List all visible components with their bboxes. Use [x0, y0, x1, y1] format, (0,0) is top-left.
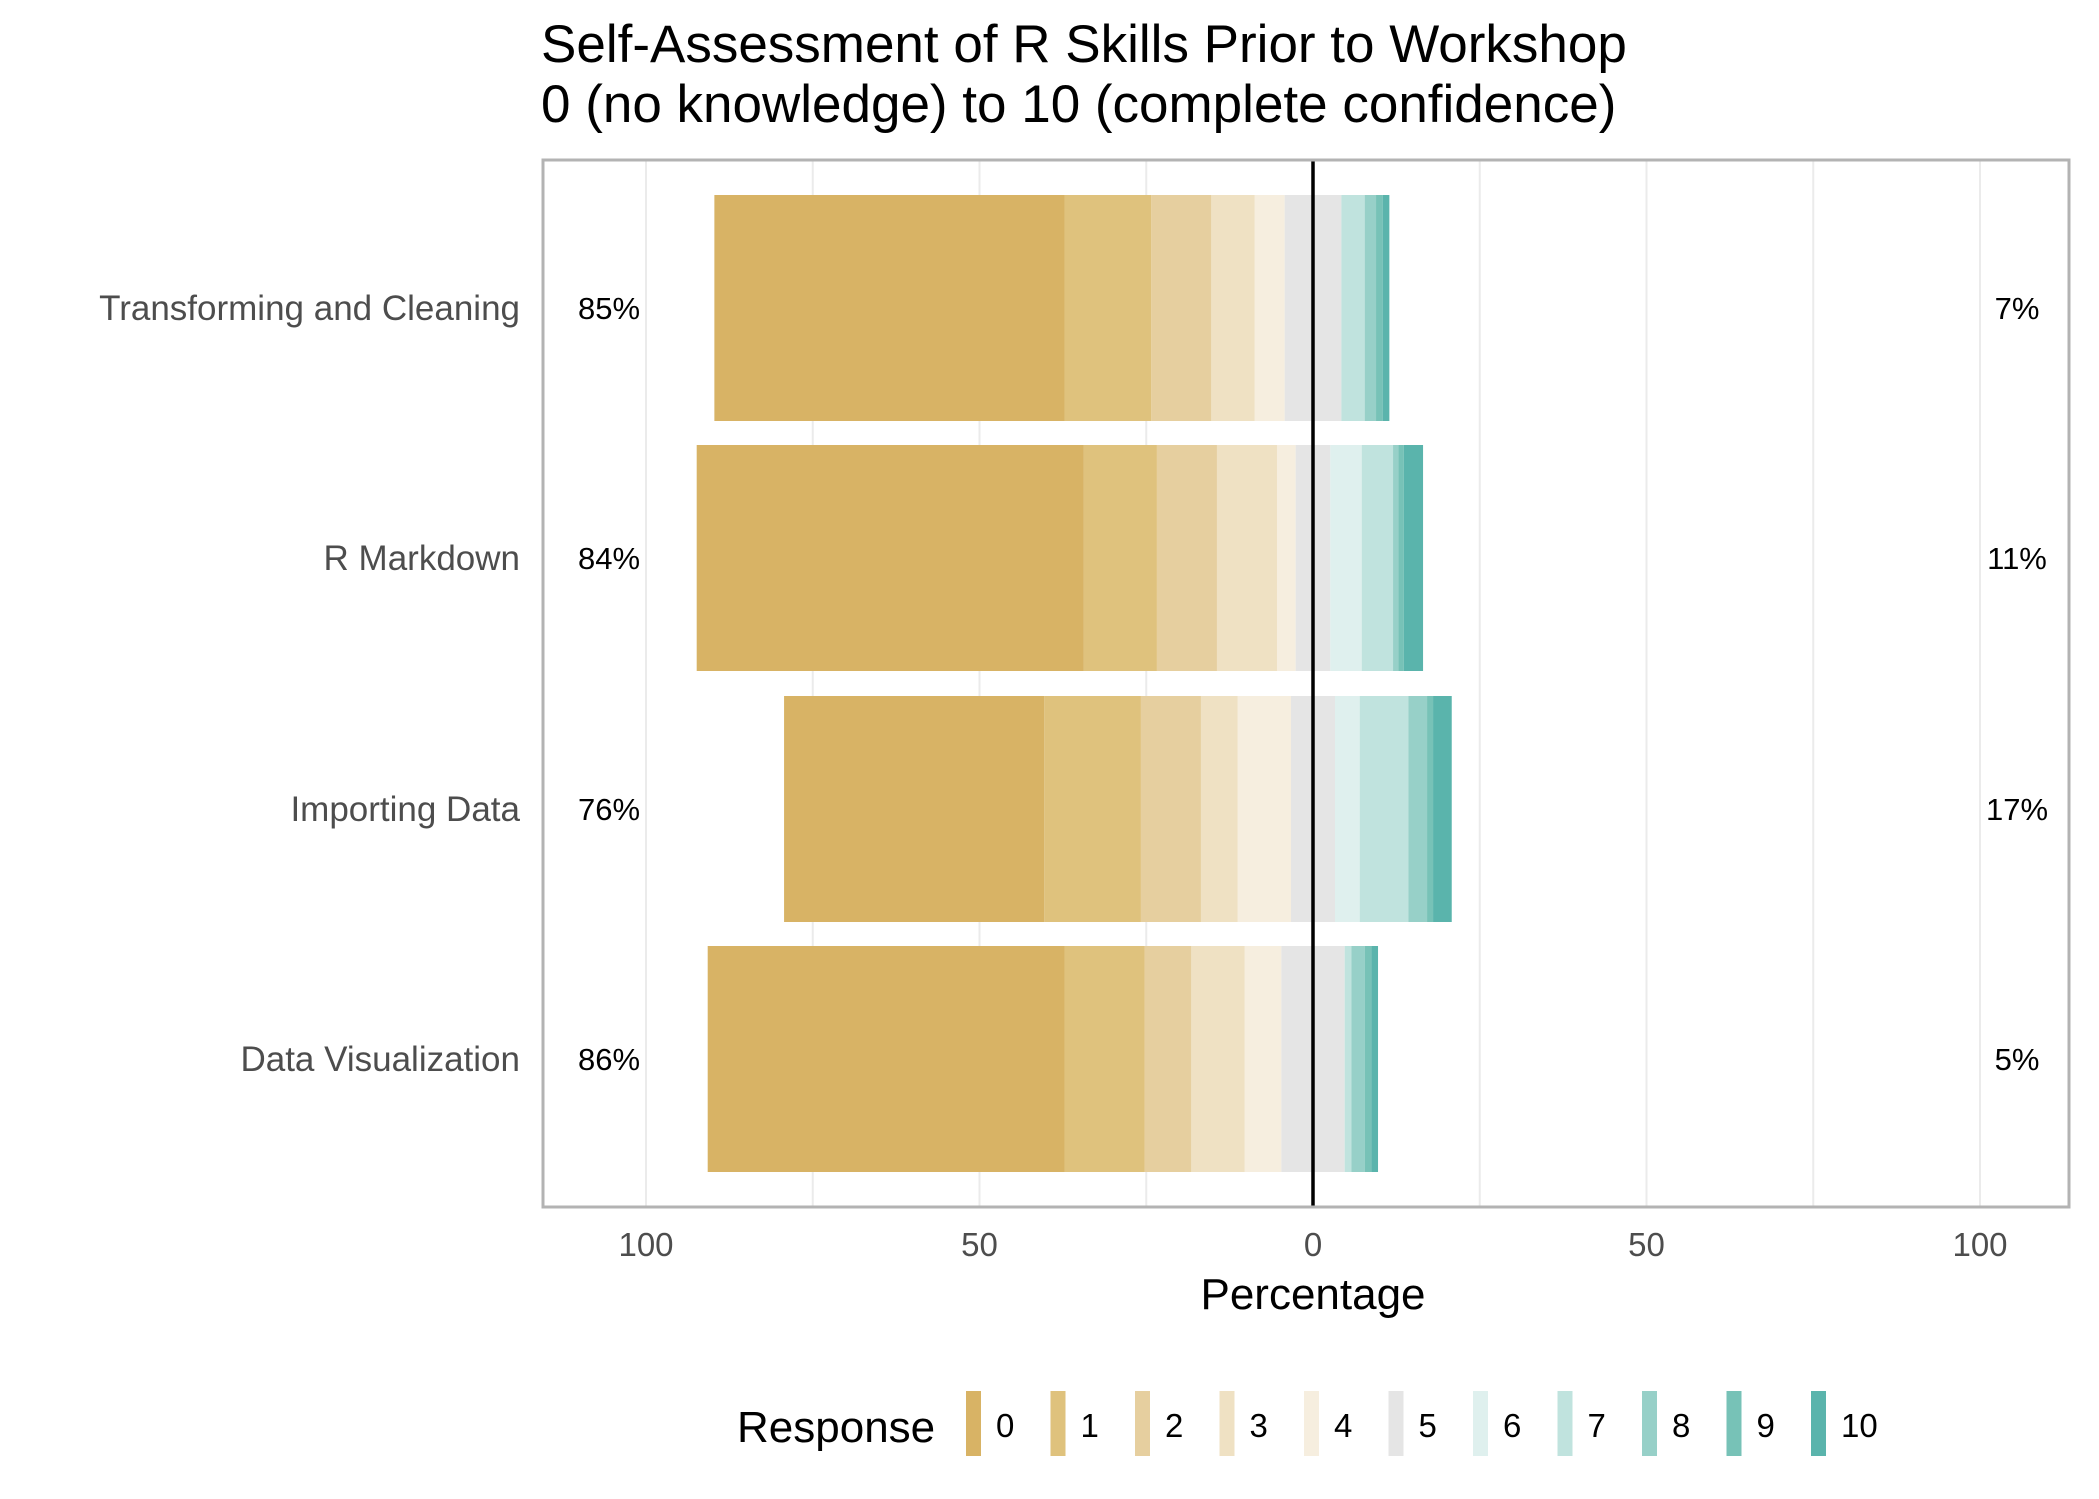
bar-segment — [714, 195, 1065, 421]
chart-subtitle: 0 (no knowledge) to 10 (complete confide… — [541, 75, 1616, 134]
legend-key — [1388, 1391, 1404, 1456]
legend-key — [1642, 1391, 1657, 1456]
percent-label-right: 17% — [1986, 792, 2048, 827]
legend-key — [1726, 1391, 1742, 1456]
bar-segment — [1359, 696, 1409, 922]
bar-segment — [1140, 696, 1201, 922]
bar-segment — [1156, 445, 1217, 671]
percent-labels: 85% 84% 76% 86% 7% 11% 17% 5% — [578, 291, 2048, 1077]
bar-segment — [1351, 946, 1365, 1172]
legend-label: 3 — [1250, 1407, 1268, 1444]
category-label: Data Visualization — [240, 1040, 520, 1079]
percent-label-right: 7% — [1995, 291, 2040, 326]
percent-label-left: 85% — [578, 291, 640, 326]
bar-segment — [696, 445, 1084, 671]
bar-segment — [1408, 696, 1428, 922]
bar-segment — [1191, 946, 1245, 1172]
bar-segment — [1364, 195, 1377, 421]
bar-segment — [1244, 946, 1282, 1172]
bar-segment — [1216, 445, 1277, 671]
bar-segment — [1044, 696, 1141, 922]
bar-segment — [1144, 946, 1192, 1172]
percent-label-right: 5% — [1995, 1042, 2040, 1077]
plot-area — [541, 158, 2071, 1209]
bar-segment — [1083, 445, 1157, 671]
percent-label-left: 76% — [578, 792, 640, 827]
bar-segment — [1211, 195, 1255, 421]
percent-label-left: 86% — [578, 1042, 640, 1077]
bar-segment — [1393, 445, 1399, 671]
legend-title: Response — [737, 1403, 935, 1452]
bar-segment — [1276, 445, 1296, 671]
bar-segment — [1254, 195, 1285, 421]
legend: Response 0 1 2 3 4 5 6 7 8 9 10 — [737, 1391, 1878, 1456]
x-tick-label: 50 — [961, 1226, 998, 1263]
legend-key — [966, 1391, 981, 1456]
legend-key — [1473, 1391, 1488, 1456]
x-tick-label: 0 — [1304, 1226, 1322, 1263]
bar-segment — [1403, 445, 1424, 671]
bar-segment — [1427, 696, 1434, 922]
percent-label-right: 11% — [1987, 541, 2047, 576]
bar-segment — [1335, 696, 1360, 922]
x-axis-ticks: 100 50 0 50 100 — [618, 1226, 2007, 1263]
bar-segment — [1398, 445, 1404, 671]
chart-title: Self-Assessment of R Skills Prior to Wor… — [541, 15, 1627, 74]
legend-label: 4 — [1334, 1407, 1352, 1444]
legend-label: 7 — [1588, 1407, 1606, 1444]
bar-segment — [1361, 445, 1394, 671]
legend-label: 10 — [1841, 1407, 1878, 1444]
bar-segment — [1371, 946, 1379, 1172]
bar-segment — [784, 696, 1045, 922]
bar-segment — [1341, 195, 1365, 421]
bar-segment — [1344, 946, 1352, 1172]
legend-label: 1 — [1081, 1407, 1099, 1444]
legend-key — [1050, 1391, 1066, 1456]
legend-label: 5 — [1419, 1407, 1437, 1444]
legend-label: 2 — [1165, 1407, 1183, 1444]
bar-segment — [1376, 195, 1383, 421]
bar-segment — [1433, 696, 1452, 922]
x-tick-label: 100 — [1952, 1226, 2007, 1263]
percent-label-left: 84% — [578, 541, 640, 576]
bar-segment — [707, 946, 1065, 1172]
bar-segment — [1382, 195, 1390, 421]
x-tick-label: 100 — [618, 1226, 673, 1263]
legend-key — [1219, 1391, 1235, 1456]
category-label: Importing Data — [290, 790, 520, 829]
legend-label: 6 — [1503, 1407, 1521, 1444]
legend-key — [1811, 1391, 1826, 1456]
legend-key — [1304, 1391, 1319, 1456]
bar-segment — [1330, 445, 1362, 671]
x-tick-label: 50 — [1628, 1226, 1665, 1263]
bar-segment — [1364, 946, 1372, 1172]
legend-label: 9 — [1757, 1407, 1775, 1444]
category-label: Transforming and Cleaning — [99, 289, 520, 328]
category-labels: Transforming and Cleaning R Markdown Impor… — [99, 289, 520, 1079]
legend-label: 8 — [1672, 1407, 1690, 1444]
bar-segment — [1200, 696, 1238, 922]
legend-key — [1557, 1391, 1573, 1456]
bar-segment — [1064, 946, 1145, 1172]
legend-label: 0 — [996, 1407, 1014, 1444]
plot-border — [541, 158, 2071, 1209]
bar-segment — [1064, 195, 1152, 421]
bar-segment — [1151, 195, 1212, 421]
x-axis-title: Percentage — [1200, 1270, 1425, 1319]
category-label: R Markdown — [324, 539, 520, 578]
legend-key — [1135, 1391, 1150, 1456]
bar-segment — [1237, 696, 1291, 922]
